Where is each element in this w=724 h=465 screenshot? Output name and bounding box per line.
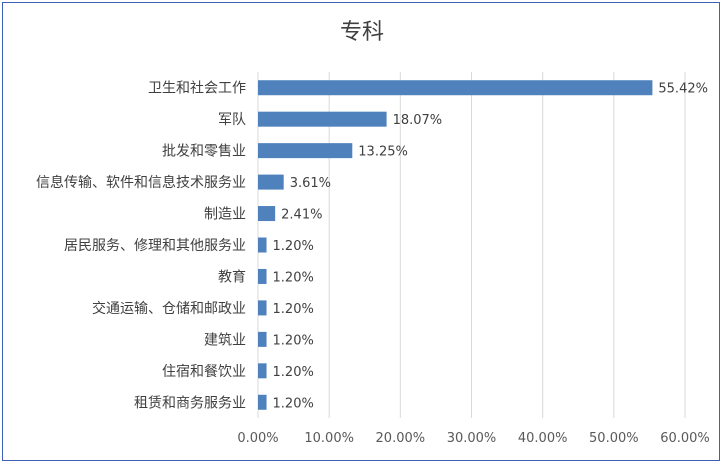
data-label: 18.07% [393,113,443,128]
category-label: 租赁和商务服务业 [134,395,246,411]
data-label: 1.20% [273,365,314,380]
bar-layer [258,80,653,410]
grid-layer [257,72,686,418]
x-tick-label: 30.00% [447,431,497,446]
category-label: 居民服务、修理和其他服务业 [64,238,246,254]
bar [258,363,267,379]
category-label: 卫生和社会工作 [148,81,246,97]
bar [258,143,353,159]
category-label: 批发和零售业 [162,144,246,160]
x-tick-label: 10.00% [304,431,354,446]
label-layer: 卫生和社会工作 55.42% 军队 18.07% 批发和零售业 13.25% 信息传输、软件… [36,81,708,412]
x-tick-label: 40.00% [518,431,568,446]
data-label: 1.20% [273,396,314,411]
data-label: 3.61% [290,176,331,191]
category-label: 教育 [218,269,246,285]
bar [258,394,267,410]
category-label: 住宿和餐饮业 [162,363,246,380]
category-label: 制造业 [204,207,246,223]
category-label: 建筑业 [204,332,246,348]
bar [258,237,267,253]
bar [258,300,267,316]
category-label: 交通运输、仓储和邮政业 [92,300,246,317]
bar [258,268,267,284]
x-tick-label: 20.00% [376,431,426,446]
bar [258,80,653,96]
x-tick-label: 50.00% [589,431,639,446]
category-label: 军队 [218,112,246,128]
data-label: 1.20% [273,302,314,317]
bar [258,206,276,222]
chart-frame [2,2,720,461]
data-label: 2.41% [281,208,322,223]
data-label: 13.25% [358,145,408,160]
data-label: 1.20% [273,239,314,254]
bar [258,331,267,347]
bar [258,174,284,190]
data-label: 1.20% [273,333,314,348]
category-label: 信息传输、软件和信息技术服务业 [36,174,246,191]
x-tick-label: 60.00% [660,431,710,446]
data-label: 1.20% [273,270,314,285]
tick-layer: 0.00% 10.00% 20.00% 30.00% 40.00% 50.00% 60.00… [237,431,709,446]
bar [258,111,387,127]
x-tick-label: 0.00% [237,431,278,446]
data-label: 55.42% [658,82,708,97]
chart-title: 专科 [339,20,384,45]
